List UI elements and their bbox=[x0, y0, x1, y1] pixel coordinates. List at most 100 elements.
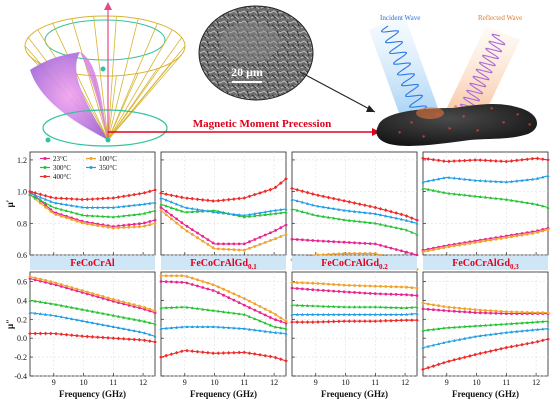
data-point bbox=[468, 194, 472, 197]
data-point bbox=[421, 250, 425, 254]
data-point bbox=[321, 239, 325, 243]
data-point bbox=[426, 328, 430, 332]
chart-area: μ′ 0.6 0.8 1.0 1.2 μ″ -0.4 -0.2 0.0 0.2 0.4 0.6 9 10 1… bbox=[5, 151, 550, 399]
legend-label: 400°C bbox=[53, 173, 71, 181]
data-point bbox=[196, 236, 199, 240]
data-point bbox=[462, 158, 467, 163]
data-point bbox=[258, 352, 262, 357]
data-point bbox=[316, 304, 320, 308]
data-point bbox=[253, 308, 257, 312]
x-tick-label: 9 bbox=[314, 378, 318, 387]
data-point bbox=[54, 201, 58, 205]
data-point bbox=[536, 231, 539, 234]
data-point bbox=[337, 312, 341, 316]
panel-frame bbox=[29, 151, 156, 256]
data-point bbox=[148, 210, 152, 214]
data-point bbox=[44, 197, 48, 201]
data-point bbox=[164, 209, 168, 213]
data-point bbox=[38, 312, 42, 316]
sample-band bbox=[423, 256, 548, 270]
data-point bbox=[394, 312, 398, 316]
data-point bbox=[316, 253, 320, 257]
x-axis-title: Frequency (GHz) bbox=[59, 389, 126, 399]
legend-label: 100°C bbox=[99, 155, 117, 163]
data-point bbox=[174, 350, 179, 355]
data-point bbox=[379, 284, 382, 288]
data-point bbox=[180, 209, 184, 213]
data-point bbox=[185, 206, 189, 209]
data-point bbox=[447, 245, 451, 249]
data-point bbox=[378, 213, 383, 217]
data-point bbox=[540, 338, 545, 343]
data-point bbox=[274, 208, 278, 212]
data-point bbox=[431, 157, 436, 162]
sample-band bbox=[292, 256, 417, 270]
data-point bbox=[306, 304, 310, 307]
data-point bbox=[253, 317, 257, 320]
data-point bbox=[483, 333, 488, 337]
data-point bbox=[353, 252, 356, 255]
data-point bbox=[237, 242, 241, 246]
data-point bbox=[368, 204, 372, 209]
data-point bbox=[342, 312, 346, 316]
data-point bbox=[169, 305, 173, 309]
data-point bbox=[321, 289, 325, 292]
data-point bbox=[185, 281, 189, 285]
data-point bbox=[175, 207, 179, 211]
data-point bbox=[378, 319, 383, 323]
data-point bbox=[373, 221, 377, 225]
data-point bbox=[65, 216, 68, 220]
data-point bbox=[473, 308, 477, 312]
data-point bbox=[389, 292, 393, 296]
data-point bbox=[180, 305, 184, 309]
data-point bbox=[437, 342, 441, 346]
data-point bbox=[153, 322, 157, 326]
data-point bbox=[389, 285, 393, 289]
data-point bbox=[383, 318, 388, 323]
data-point bbox=[410, 220, 414, 224]
data-point bbox=[520, 310, 524, 314]
svg-text:*: * bbox=[448, 126, 452, 134]
data-point bbox=[196, 231, 199, 235]
series-400C bbox=[159, 177, 288, 203]
data-point bbox=[159, 206, 163, 209]
data-point bbox=[536, 320, 540, 324]
data-point bbox=[190, 325, 194, 328]
data-point bbox=[509, 330, 514, 334]
data-point bbox=[311, 312, 315, 316]
data-point bbox=[311, 304, 315, 308]
data-point bbox=[221, 351, 226, 355]
data-point bbox=[421, 307, 425, 311]
data-point bbox=[326, 312, 331, 316]
data-point bbox=[426, 249, 430, 253]
data-point bbox=[137, 330, 141, 333]
data-point bbox=[463, 307, 467, 311]
data-point bbox=[242, 303, 246, 307]
data-point bbox=[211, 283, 215, 287]
data-point bbox=[263, 210, 267, 214]
x-axis-title: Frequency (GHz) bbox=[190, 389, 257, 399]
data-point bbox=[75, 333, 79, 338]
sample-band bbox=[30, 256, 155, 270]
data-point bbox=[159, 306, 163, 310]
data-point bbox=[389, 209, 393, 214]
data-point bbox=[426, 302, 430, 306]
data-point bbox=[237, 312, 241, 316]
data-point bbox=[106, 296, 110, 300]
panel-2-4: 9 10 11 12 Frequency (GHz) bbox=[421, 271, 550, 399]
data-point bbox=[489, 309, 493, 313]
data-point bbox=[206, 325, 210, 328]
data-point bbox=[541, 319, 545, 323]
data-point bbox=[85, 205, 89, 209]
data-point bbox=[352, 219, 357, 223]
data-point bbox=[301, 281, 304, 285]
data-point bbox=[409, 216, 414, 220]
x-tick-label: 11 bbox=[240, 378, 248, 387]
data-point bbox=[190, 233, 194, 236]
data-point bbox=[269, 316, 272, 319]
data-point bbox=[421, 186, 425, 190]
data-point bbox=[185, 348, 189, 353]
precession-illustration: 20 μm Magnetic Moment Precession Inciden… bbox=[24, 2, 538, 147]
data-point bbox=[206, 350, 210, 355]
data-point bbox=[373, 242, 377, 246]
